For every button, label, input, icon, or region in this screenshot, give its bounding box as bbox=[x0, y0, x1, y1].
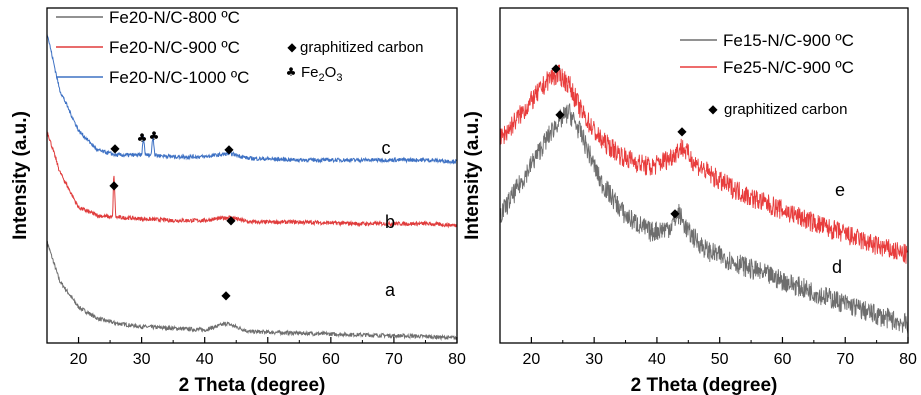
club-icon: ♣ bbox=[286, 65, 297, 79]
annotation-graphitized-carbon: graphitized carbon bbox=[724, 101, 847, 118]
diamond-icon: ◆ bbox=[110, 141, 120, 155]
legend-label-d: Fe15-N/C-900 ºC bbox=[723, 31, 854, 50]
series-line-b bbox=[46, 130, 458, 229]
x-axis-label: 2 Theta (degree) bbox=[179, 375, 326, 395]
diamond-icon: ◆ bbox=[677, 124, 687, 138]
legend-label-a: Fe20-N/C-800 ºC bbox=[109, 8, 240, 27]
x-tick-label: 40 bbox=[196, 351, 214, 368]
x-tick-label: 30 bbox=[585, 351, 603, 368]
x-tick-label: 40 bbox=[648, 351, 666, 368]
x-tick-label: 60 bbox=[322, 351, 340, 368]
diamond-icon: ◆ bbox=[109, 178, 119, 192]
y-axis-label: Intensity (a.u.) bbox=[462, 111, 483, 240]
plot-frame bbox=[499, 7, 909, 344]
series-line-d bbox=[499, 103, 909, 334]
x-tick-label: 50 bbox=[711, 351, 729, 368]
curve-label-a: a bbox=[385, 280, 396, 300]
x-axis-label: 2 Theta (degree) bbox=[631, 375, 778, 395]
curve-label-b: b bbox=[385, 212, 395, 232]
series-line-a bbox=[46, 241, 458, 342]
x-tick-label: 70 bbox=[836, 351, 854, 368]
diamond-icon: ◆ bbox=[551, 61, 561, 75]
series-line-e bbox=[499, 64, 909, 264]
chart-panel-2 bbox=[499, 7, 909, 344]
annotation-fe2o3: Fe2O3 bbox=[301, 64, 342, 84]
x-tick-label: 70 bbox=[385, 351, 403, 368]
diamond-icon: ◆ bbox=[224, 142, 234, 156]
plot-frame bbox=[46, 7, 458, 344]
diamond-icon: ◆ bbox=[708, 102, 718, 116]
curve-label-c: c bbox=[382, 138, 391, 158]
x-tick-label: 80 bbox=[448, 351, 466, 368]
club-icon: ♣ bbox=[149, 129, 160, 143]
diamond-icon: ◆ bbox=[670, 206, 680, 220]
x-tick-label: 80 bbox=[899, 351, 917, 368]
club-icon: ♣ bbox=[137, 131, 148, 145]
diamond-icon: ◆ bbox=[226, 213, 236, 227]
y-axis-label: Intensity (a.u.) bbox=[10, 111, 31, 240]
x-tick-label: 20 bbox=[70, 351, 88, 368]
diamond-icon: ◆ bbox=[287, 40, 297, 54]
diamond-icon: ◆ bbox=[555, 107, 565, 121]
curve-label-e: e bbox=[835, 180, 845, 200]
legend-label-b: Fe20-N/C-900 ºC bbox=[109, 38, 240, 57]
legend-label-c: Fe20-N/C-1000 ºC bbox=[109, 68, 249, 87]
chart-panel-1 bbox=[46, 7, 458, 344]
x-tick-label: 60 bbox=[774, 351, 792, 368]
x-tick-label: 30 bbox=[133, 351, 151, 368]
series-line-c bbox=[46, 34, 458, 165]
annotation-graphitized-carbon: graphitized carbon bbox=[300, 39, 423, 56]
x-tick-label: 20 bbox=[522, 351, 540, 368]
x-tick-label: 50 bbox=[259, 351, 277, 368]
curve-label-d: d bbox=[832, 257, 842, 277]
legend-label-e: Fe25-N/C-900 ºC bbox=[723, 58, 854, 77]
diamond-icon: ◆ bbox=[221, 288, 231, 302]
